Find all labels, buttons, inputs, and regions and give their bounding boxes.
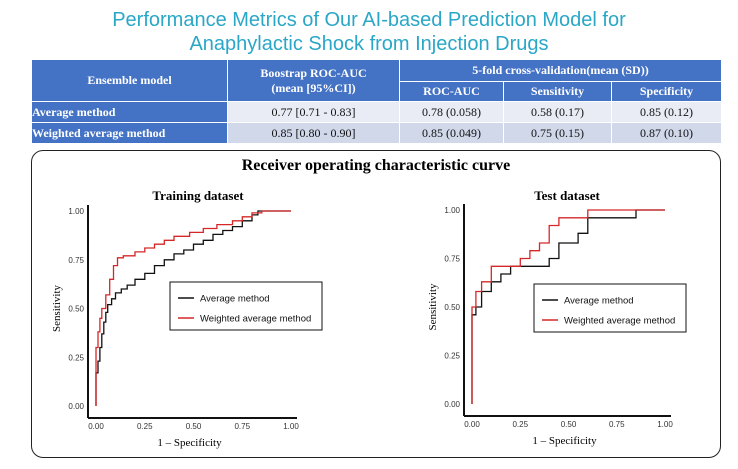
series-line-average — [471, 209, 665, 404]
row-label: Average method — [31, 101, 228, 123]
legend-box — [169, 281, 323, 331]
page-title-line-2: Anaphylactic Shock from Injection Drugs — [189, 33, 549, 55]
header-bootstrap-line-2: (mean [95%CI]) — [271, 80, 356, 95]
cell-sensitivity: 0.58 (0.17) — [503, 101, 612, 123]
y-tick-label: 0.50 — [444, 303, 460, 312]
cell-specificity: 0.85 (0.12) — [610, 101, 723, 123]
series-line-weighted — [95, 210, 291, 406]
header-bootstrap-line-1: Boostrap ROC-AUC — [260, 65, 367, 80]
y-tick-label: 0.50 — [68, 305, 84, 314]
page-title-line-1: Performance Metrics of Our AI-based Pred… — [112, 9, 626, 31]
x-axis-label: 1 – Specificity — [157, 437, 222, 449]
table-row: Average method 0.77 [0.71 - 0.83] 0.78 (… — [31, 101, 723, 123]
header-bootstrap: Boostrap ROC-AUC (mean [95%CI]) — [227, 59, 400, 102]
cell-bootstrap: 0.85 [0.80 - 0.90] — [227, 122, 400, 144]
legend-label: Average method — [200, 294, 270, 305]
header-ensemble-model: Ensemble model — [31, 59, 228, 102]
x-tick-label: 1.00 — [283, 422, 299, 431]
y-axis-label: Sensitivity — [427, 283, 439, 331]
series-line-average — [95, 210, 291, 406]
x-tick-label: 0.25 — [512, 420, 528, 429]
y-tick-label: 0.75 — [444, 255, 460, 264]
cell-bootstrap: 0.77 [0.71 - 0.83] — [227, 101, 400, 123]
x-axis-label: 1 – Specificity — [532, 435, 597, 447]
cell-sensitivity: 0.75 (0.15) — [503, 122, 612, 144]
metrics-table: Ensemble model Boostrap ROC-AUC (mean [9… — [31, 59, 723, 144]
x-tick-label: 0.00 — [88, 422, 104, 431]
x-tick-label: 0.75 — [609, 420, 625, 429]
cell-roc-auc: 0.78 (0.058) — [399, 101, 504, 123]
x-tick-label: 0.50 — [561, 420, 577, 429]
x-tick-label: 0.50 — [186, 422, 202, 431]
cell-specificity: 0.87 (0.10) — [610, 122, 723, 144]
legend-label: Weighted average method — [564, 316, 675, 327]
y-tick-label: 1.00 — [68, 207, 84, 216]
row-label: Weighted average method — [31, 122, 228, 144]
chart-title: Training dataset — [152, 188, 244, 203]
header-cross-validation: 5-fold cross-validation(mean (SD)) — [398, 59, 723, 82]
panel-title: Receiver operating characteristic curve — [241, 157, 511, 174]
legend-label: Average method — [564, 296, 634, 307]
y-tick-label: 1.00 — [444, 206, 460, 215]
x-tick-label: 0.75 — [234, 422, 250, 431]
chart-title: Test dataset — [534, 188, 600, 203]
legend-box — [533, 283, 687, 333]
x-tick-label: 1.00 — [657, 420, 673, 429]
x-tick-label: 0.25 — [137, 422, 153, 431]
header-roc-auc: ROC-AUC — [399, 81, 504, 102]
y-tick-label: 0.00 — [68, 402, 84, 411]
legend-label: Weighted average method — [200, 314, 311, 325]
series-line-weighted — [471, 209, 665, 404]
y-tick-label: 0.25 — [444, 352, 460, 361]
y-tick-label: 0.75 — [68, 256, 84, 265]
y-tick-label: 0.00 — [444, 400, 460, 409]
y-tick-label: 0.25 — [68, 353, 84, 362]
y-axis-label: Sensitivity — [51, 284, 63, 332]
header-specificity: Specificity — [610, 81, 723, 102]
table-row: Weighted average method 0.85 [0.80 - 0.9… — [31, 122, 723, 144]
x-tick-label: 0.00 — [464, 420, 480, 429]
